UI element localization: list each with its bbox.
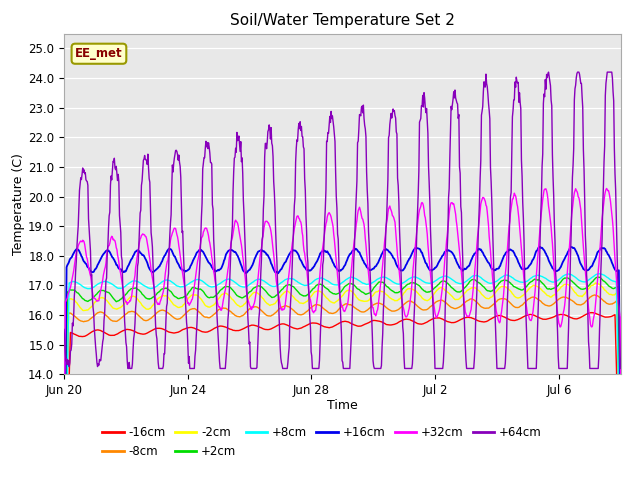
X-axis label: Time: Time [327, 398, 358, 411]
Legend: -16cm, -8cm, -2cm, +2cm, +8cm, +16cm, +32cm, +64cm: -16cm, -8cm, -2cm, +2cm, +8cm, +16cm, +3… [98, 421, 546, 463]
Text: EE_met: EE_met [75, 47, 123, 60]
Title: Soil/Water Temperature Set 2: Soil/Water Temperature Set 2 [230, 13, 455, 28]
Y-axis label: Temperature (C): Temperature (C) [12, 153, 26, 255]
